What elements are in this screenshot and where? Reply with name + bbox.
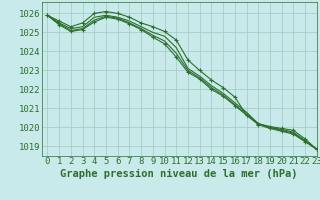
X-axis label: Graphe pression niveau de la mer (hPa): Graphe pression niveau de la mer (hPa) <box>60 169 298 179</box>
